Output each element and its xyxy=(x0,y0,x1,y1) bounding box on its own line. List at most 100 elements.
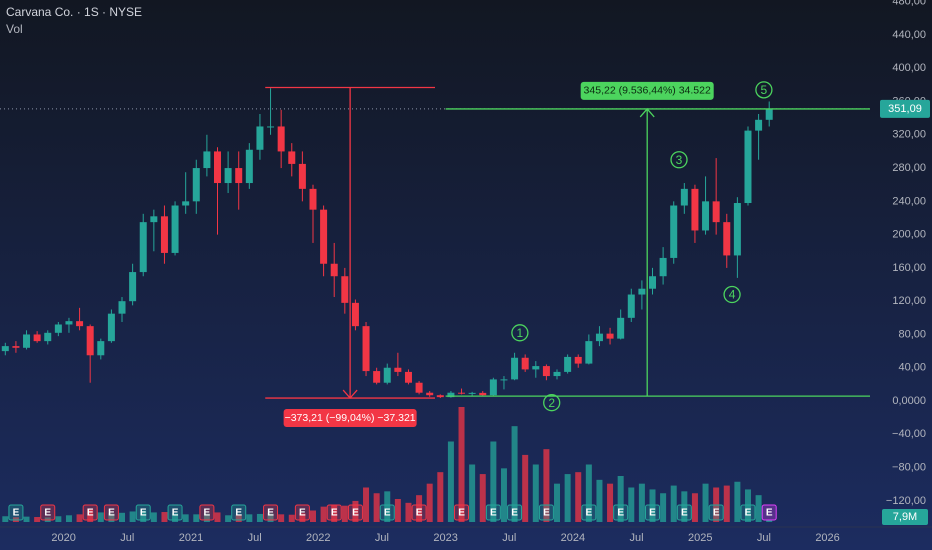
volume-bar xyxy=(203,513,210,522)
x-tick-label: Jul xyxy=(502,532,516,544)
volume-bar xyxy=(500,468,507,522)
earnings-label: E xyxy=(299,508,306,519)
earnings-marker[interactable] xyxy=(8,504,24,521)
earnings-marker[interactable] xyxy=(326,504,342,521)
volume-bar xyxy=(416,495,423,522)
earnings-marker[interactable] xyxy=(761,504,777,521)
volume-bar xyxy=(458,407,465,522)
y-tick-label: −40,00 xyxy=(892,428,926,440)
candle-body xyxy=(765,108,773,120)
earnings-label: E xyxy=(108,508,115,519)
volume-bar xyxy=(490,441,497,522)
candle-body xyxy=(224,168,232,184)
earnings-marker[interactable] xyxy=(103,504,119,521)
candle-body xyxy=(585,341,593,364)
volume-bar xyxy=(596,479,603,522)
earnings-marker[interactable] xyxy=(411,504,427,521)
earnings-marker[interactable] xyxy=(740,504,756,521)
earnings-label: E xyxy=(416,508,423,519)
candle-body xyxy=(277,126,285,152)
earnings-marker[interactable] xyxy=(676,504,692,521)
volume-bar xyxy=(649,489,656,522)
earnings-marker[interactable] xyxy=(82,504,98,521)
earnings-marker[interactable] xyxy=(708,504,724,521)
volume-bar xyxy=(363,487,370,522)
earnings-marker[interactable] xyxy=(263,504,279,521)
candle-body xyxy=(160,216,168,253)
wave-label: 3 xyxy=(676,153,683,167)
x-tick-label: 2022 xyxy=(306,532,330,544)
candle-body xyxy=(54,324,62,333)
earnings-label: E xyxy=(543,508,550,519)
x-tick-label: 2026 xyxy=(815,532,839,544)
candle-body xyxy=(489,379,497,396)
earnings-marker[interactable] xyxy=(379,504,395,521)
earnings-marker[interactable] xyxy=(507,504,523,521)
volume-bar xyxy=(660,493,667,522)
volume-bar xyxy=(2,516,9,522)
y-tick-label: 160,00 xyxy=(892,262,926,274)
wave-circle xyxy=(670,151,688,169)
volume-bar xyxy=(670,485,677,522)
wave-circle xyxy=(511,324,529,342)
candle-body xyxy=(171,205,179,253)
earnings-label: E xyxy=(511,508,518,519)
candle-body xyxy=(288,151,296,164)
candle-body xyxy=(649,276,656,289)
y-tick-label: −120,00 xyxy=(886,495,926,507)
earnings-marker[interactable] xyxy=(40,504,56,521)
candle-body xyxy=(214,151,221,184)
earnings-marker[interactable] xyxy=(231,504,247,521)
last-volume-box xyxy=(882,509,928,525)
volume-bar xyxy=(341,505,348,522)
candle-body xyxy=(436,395,444,398)
candle-body xyxy=(383,367,391,383)
volume-bar xyxy=(437,472,444,522)
candle-body xyxy=(256,126,264,150)
candle-body xyxy=(595,333,603,342)
candle-body xyxy=(362,326,370,372)
earnings-label: E xyxy=(384,508,391,519)
earnings-label: E xyxy=(490,508,497,519)
earnings-marker[interactable] xyxy=(581,504,597,521)
volume-bar xyxy=(214,512,221,522)
volume-bar xyxy=(129,511,136,522)
candle-body xyxy=(298,163,306,189)
earnings-marker[interactable] xyxy=(485,504,501,521)
x-tick-label: 2023 xyxy=(433,532,457,544)
candle-body xyxy=(702,201,710,231)
volume-bar xyxy=(479,474,486,522)
y-tick-label: 240,00 xyxy=(892,195,926,207)
volume-bar xyxy=(766,520,773,522)
earnings-label: E xyxy=(140,508,147,519)
earnings-marker[interactable] xyxy=(347,504,363,521)
earnings-marker[interactable] xyxy=(613,504,629,521)
earnings-marker[interactable] xyxy=(454,504,470,521)
earnings-label: E xyxy=(766,508,773,519)
earnings-marker[interactable] xyxy=(167,504,183,521)
y-tick-label: 80,00 xyxy=(898,328,926,340)
volume-bar xyxy=(734,481,741,522)
chart-title: Carvana Co. · 1S · NYSE xyxy=(6,5,142,19)
candle-body xyxy=(203,151,211,169)
y-tick-label: 440,00 xyxy=(892,29,926,41)
earnings-marker[interactable] xyxy=(538,504,554,521)
volume-bar xyxy=(23,516,30,522)
earnings-marker[interactable] xyxy=(645,504,660,521)
earnings-marker[interactable] xyxy=(135,504,151,521)
volume-bar xyxy=(256,513,263,522)
measure-label-box xyxy=(580,81,714,100)
volume-bar xyxy=(193,514,200,522)
wave-label: 2 xyxy=(548,396,555,410)
candle-body xyxy=(744,130,752,204)
volume-bar xyxy=(278,514,285,522)
candle-body xyxy=(733,203,741,256)
earnings-marker[interactable] xyxy=(199,504,215,521)
candle-body xyxy=(638,288,646,295)
volume-bar xyxy=(172,513,179,522)
earnings-marker[interactable] xyxy=(294,504,310,521)
volume-bar xyxy=(723,485,730,522)
volume-title: Vol xyxy=(6,22,23,36)
